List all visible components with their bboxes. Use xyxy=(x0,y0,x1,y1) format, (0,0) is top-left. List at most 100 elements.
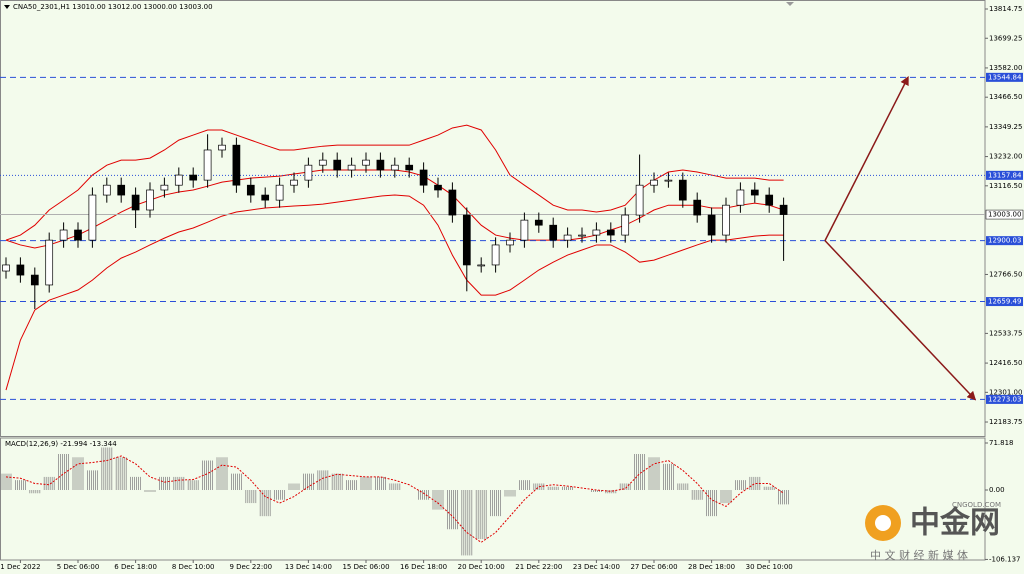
candle-body xyxy=(606,229,615,236)
y-tick-label: 13699.25 xyxy=(989,34,1022,42)
x-tick-label: 9 Dec 22:00 xyxy=(229,563,272,571)
candle-body xyxy=(390,164,399,171)
watermark-slogan: 中 文 财 经 新 媒 体 xyxy=(870,548,968,562)
candle-body xyxy=(347,164,356,171)
projection-arrow xyxy=(824,76,909,241)
candle-body xyxy=(333,159,342,171)
level-label: 12659.49 xyxy=(988,298,1021,306)
y-tick-label: 12766.50 xyxy=(989,270,1022,278)
bollinger-band xyxy=(5,194,784,391)
level-label: 13544.84 xyxy=(988,73,1022,81)
level-box xyxy=(986,170,1023,180)
macd-title: MACD(12,26,9) -21.994 -13.344 xyxy=(5,440,117,448)
level-label: 12273.03 xyxy=(988,395,1021,403)
candle-body xyxy=(434,184,442,191)
x-tick-label: 30 Dec 10:00 xyxy=(746,563,793,571)
candle-body xyxy=(376,159,385,171)
level-box xyxy=(986,297,1023,307)
y-tick-label: 13232.00 xyxy=(989,153,1022,161)
y-tick-label: 13349.25 xyxy=(989,123,1022,131)
candle-body xyxy=(549,224,558,241)
candle-body xyxy=(563,234,572,241)
x-tick-label: 28 Dec 18:00 xyxy=(688,563,735,571)
candle-body xyxy=(520,219,529,241)
logo-inner xyxy=(875,515,891,531)
candle-body xyxy=(261,194,270,201)
watermark-site: CNGOLD.COM xyxy=(952,501,1001,509)
x-tick-label: 5 Dec 06:00 xyxy=(57,563,100,571)
candle-body xyxy=(189,174,198,181)
candle-body xyxy=(405,164,414,171)
candle-body xyxy=(693,199,702,216)
candle-body xyxy=(59,229,68,241)
candle-body xyxy=(318,159,327,166)
candle-body xyxy=(506,239,514,246)
level-label: 12900.03 xyxy=(988,237,1021,245)
y-tick-label: 12183.75 xyxy=(989,418,1022,426)
y-tick-label: -106.137 xyxy=(989,555,1020,563)
candle-body xyxy=(491,244,500,266)
candle-body xyxy=(477,264,486,267)
candle-body xyxy=(765,194,774,206)
x-tick-label: 23 Dec 14:00 xyxy=(573,563,620,571)
candle-body xyxy=(146,189,154,211)
candle-body xyxy=(462,214,471,266)
candle-body xyxy=(779,204,788,215)
current-price-box xyxy=(985,209,1024,220)
menu-triangle xyxy=(4,5,10,9)
candle-body xyxy=(534,219,543,226)
candle-body xyxy=(174,174,183,186)
candle-body xyxy=(578,234,586,237)
candle-body xyxy=(102,184,111,196)
x-tick-label: 27 Dec 06:00 xyxy=(630,563,677,571)
candle-body xyxy=(160,184,169,191)
candle-body xyxy=(750,189,759,196)
candle-body xyxy=(275,184,284,201)
y-tick-label: 13116.50 xyxy=(989,182,1022,190)
y-tick-label: 12533.75 xyxy=(989,329,1022,337)
x-tick-label: 6 Dec 18:00 xyxy=(114,563,157,571)
candle-body xyxy=(678,179,687,201)
candle-body xyxy=(635,184,644,216)
y-tick-label: 13814.75 xyxy=(989,5,1022,13)
x-tick-label: 1 Dec 2022 xyxy=(0,563,40,571)
x-tick-label: 16 Dec 18:00 xyxy=(400,563,447,571)
candle-body xyxy=(419,169,428,186)
y-tick-label: 13582.00 xyxy=(989,64,1022,72)
candle-body xyxy=(736,189,745,206)
y-tick-label: 12416.50 xyxy=(989,359,1022,367)
y-tick-label: 71.818 xyxy=(989,439,1014,447)
watermark-brand: 中金网 xyxy=(910,506,1000,541)
current-price-label: 13003.00 xyxy=(988,211,1021,219)
level-box xyxy=(986,394,1023,404)
x-tick-label: 20 Dec 10:00 xyxy=(458,563,505,571)
y-tick-label: 13466.50 xyxy=(989,93,1022,101)
main-panel xyxy=(0,0,986,437)
candle-body xyxy=(362,159,370,166)
candle-body xyxy=(664,179,673,182)
candle-body xyxy=(232,144,241,186)
chart-title: CNA50_2301,H1 13010.00 13012.00 13000.00… xyxy=(13,3,213,11)
watermark: 中金网 CNGOLD.COM 中 文 财 经 新 媒 体 xyxy=(865,501,1001,562)
x-tick-label: 8 Dec 10:00 xyxy=(172,563,215,571)
macd-panel xyxy=(0,437,986,561)
shift-marker xyxy=(786,2,794,6)
level-label: 13157.84 xyxy=(988,171,1022,179)
candle-body xyxy=(131,194,140,211)
macd-signal xyxy=(5,455,784,543)
projection-arrow xyxy=(824,240,977,401)
candle-body xyxy=(448,189,457,216)
x-tick-label: 15 Dec 06:00 xyxy=(342,563,389,571)
candle-body xyxy=(592,229,601,236)
candle-body xyxy=(707,214,716,236)
candle-body xyxy=(117,184,126,196)
candle-body xyxy=(650,179,658,186)
candle-body xyxy=(246,184,255,196)
y-tick-label: 12301.00 xyxy=(989,388,1022,396)
candle-body xyxy=(45,239,54,286)
x-tick-label: 13 Dec 14:00 xyxy=(285,563,332,571)
candle-body xyxy=(621,214,630,236)
candle-body xyxy=(16,264,25,276)
